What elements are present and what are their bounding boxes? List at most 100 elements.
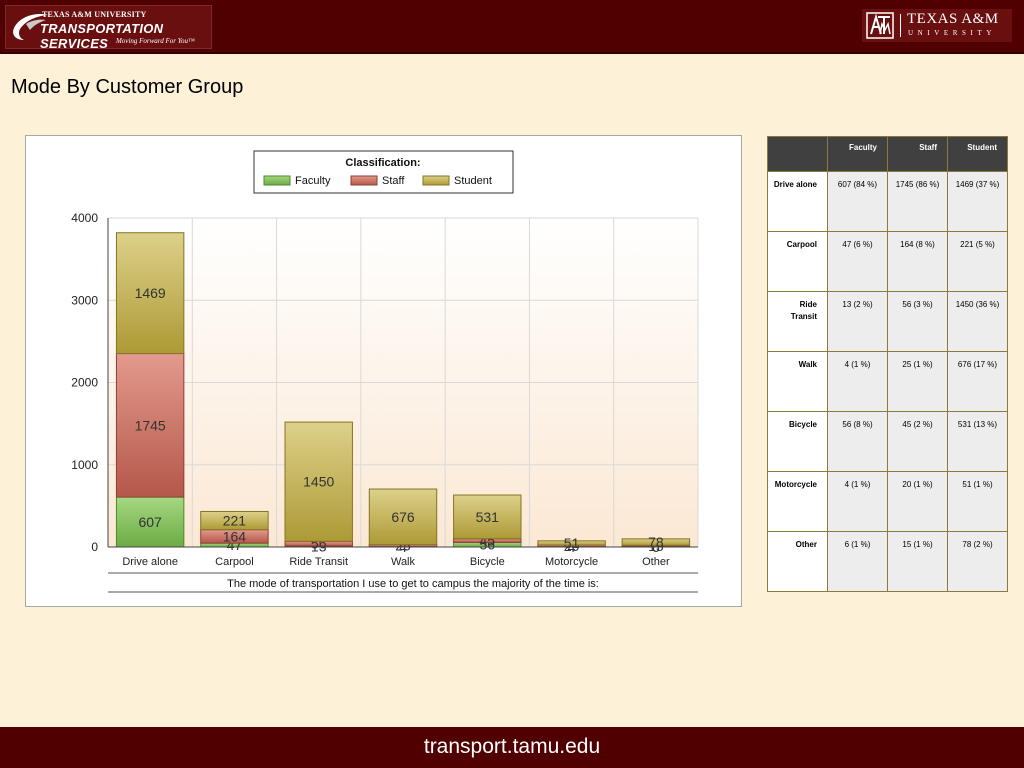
table-cell: 78 (2 %): [947, 531, 1008, 592]
data-label: 164: [223, 528, 247, 544]
x-tick-label: Drive alone: [122, 556, 178, 568]
x-tick-label: Other: [642, 556, 670, 568]
logo-tagline: Moving Forward For You™: [116, 37, 195, 45]
table-cell: 15 (1 %): [887, 531, 948, 592]
bar-student-drive-alone: [115, 232, 185, 355]
y-tick-label: 1000: [71, 458, 98, 472]
chart-legend: Classification: Faculty Staff Student: [253, 150, 514, 194]
table-cell: 607 (84 %): [827, 171, 888, 232]
header-bar: TEXAS A&M UNIVERSITY TRANSPORTATION SERV…: [0, 0, 1024, 54]
x-axis-title: The mode of transportation I use to get …: [227, 578, 599, 590]
table-cell: 47 (6 %): [827, 231, 888, 292]
table-row: Other 6 (1 %) 15 (1 %) 78 (2 %): [767, 531, 1008, 592]
table-cell: 164 (8 %): [887, 231, 948, 292]
data-label: 221: [223, 513, 247, 529]
legend-swatch-student: [422, 175, 450, 186]
atm-monogram-icon: [866, 12, 894, 39]
table-cell: 20 (1 %): [887, 471, 948, 532]
axes: 0 1000 2000 3000 4000 Drive alone Carpool Ride …: [71, 211, 698, 568]
data-label: 531: [476, 509, 500, 525]
legend-title: Classification:: [345, 157, 420, 169]
bar-student-walk: [368, 488, 438, 546]
bar-student-other: [621, 538, 691, 546]
bar-student-motorcycle: [537, 540, 606, 546]
table-cell: 1450 (36 %): [947, 291, 1008, 352]
page-title: Mode By Customer Group: [11, 76, 244, 98]
footer-bar: transport.tamu.edu: [0, 727, 1024, 768]
table-row: Bicycle 56 (8 %) 45 (2 %) 531 (13 %): [767, 411, 1008, 472]
table-cell: 1469 (37 %): [947, 171, 1008, 232]
bar-student-ride-transit: [284, 421, 353, 542]
y-tick-label: 0: [91, 540, 98, 554]
table-cell: 45 (2 %): [887, 411, 948, 472]
column-header-student: Student: [947, 136, 1008, 172]
legend-box: [253, 150, 514, 194]
table-cell: 531 (13 %): [947, 411, 1008, 472]
legend-label-faculty: Faculty: [295, 175, 331, 187]
table-cell: 6 (1 %): [827, 531, 888, 592]
row-header: Bicycle: [767, 411, 828, 472]
y-tick-label: 2000: [71, 376, 98, 390]
row-header: Carpool: [767, 231, 828, 292]
data-label: 1745: [135, 417, 166, 433]
column-header-staff: Staff: [887, 136, 948, 172]
x-tick-label: Motorcycle: [545, 556, 598, 568]
logo-university-text: TEXAS A&M UNIVERSITY: [42, 10, 147, 19]
x-tick-label: Carpool: [215, 556, 254, 568]
table-cell: 56 (8 %): [827, 411, 888, 472]
table-row: Motorcycle 4 (1 %) 20 (1 %) 51 (1 %): [767, 471, 1008, 532]
logo-divider: [900, 14, 901, 37]
row-header: Motorcycle: [767, 471, 828, 532]
bar-group-drive-alone: 607 1745 1469: [115, 232, 185, 548]
table-header-row: Faculty Staff Student: [767, 136, 1008, 172]
table-cell: 221 (5 %): [947, 231, 1008, 292]
legend-label-staff: Staff: [382, 175, 405, 187]
row-header: Drive alone: [767, 171, 828, 232]
legend-swatch-faculty: [263, 175, 291, 186]
table-corner-cell: [767, 136, 828, 172]
table-cell: 1745 (86 %): [887, 171, 948, 232]
table-cell: 676 (17 %): [947, 351, 1008, 412]
table-cell: 4 (1 %): [827, 351, 888, 412]
y-tick-label: 3000: [71, 293, 98, 307]
x-tick-label: Bicycle: [470, 556, 505, 568]
data-label: 78: [648, 534, 664, 550]
data-label: 1469: [135, 285, 166, 301]
row-header: Walk: [767, 351, 828, 412]
table-cell: 4 (1 %): [827, 471, 888, 532]
data-label: 607: [138, 514, 162, 530]
data-label: 51: [564, 535, 580, 551]
table-row: Walk 4 (1 %) 25 (1 %) 676 (17 %): [767, 351, 1008, 412]
bar-student-carpool: [200, 510, 269, 531]
table-cell: 13 (2 %): [827, 291, 888, 352]
data-table: Faculty Staff Student Drive alone 607 (8…: [767, 136, 1008, 592]
transportation-services-logo[interactable]: TEXAS A&M UNIVERSITY TRANSPORTATION SERV…: [5, 5, 212, 51]
logo-texas-am-text: TEXAS A&M: [907, 11, 999, 27]
data-label: 676: [391, 509, 415, 525]
data-label: 1450: [303, 474, 334, 490]
bar-student-bicycle: [453, 494, 522, 540]
bar-group-walk: 425676: [368, 488, 438, 555]
legend-swatch-staff: [350, 175, 378, 186]
y-tick-label: 4000: [71, 211, 98, 225]
table-cell: 56 (3 %): [887, 291, 948, 352]
table-row: Ride Transit 13 (2 %) 56 (3 %) 1450 (36 …: [767, 291, 1008, 352]
column-header-faculty: Faculty: [827, 136, 888, 172]
table-row: Carpool 47 (6 %) 164 (8 %) 221 (5 %): [767, 231, 1008, 292]
row-header: Ride Transit: [767, 291, 828, 352]
logo-university-label: UNIVERSITY: [908, 29, 996, 37]
legend-label-student: Student: [454, 175, 492, 187]
table-row: Drive alone 607 (84 %) 1745 (86 %) 1469 …: [767, 171, 1008, 232]
row-header: Other: [767, 531, 828, 592]
x-tick-label: Ride Transit: [289, 556, 348, 568]
table-cell: 51 (1 %): [947, 471, 1008, 532]
swoosh-logo-icon: [13, 14, 49, 41]
bar-staff-drive-alone: [115, 353, 185, 498]
footer-url-link[interactable]: transport.tamu.edu: [423, 735, 601, 758]
texas-am-logo[interactable]: TEXAS A&M UNIVERSITY: [862, 9, 1012, 42]
